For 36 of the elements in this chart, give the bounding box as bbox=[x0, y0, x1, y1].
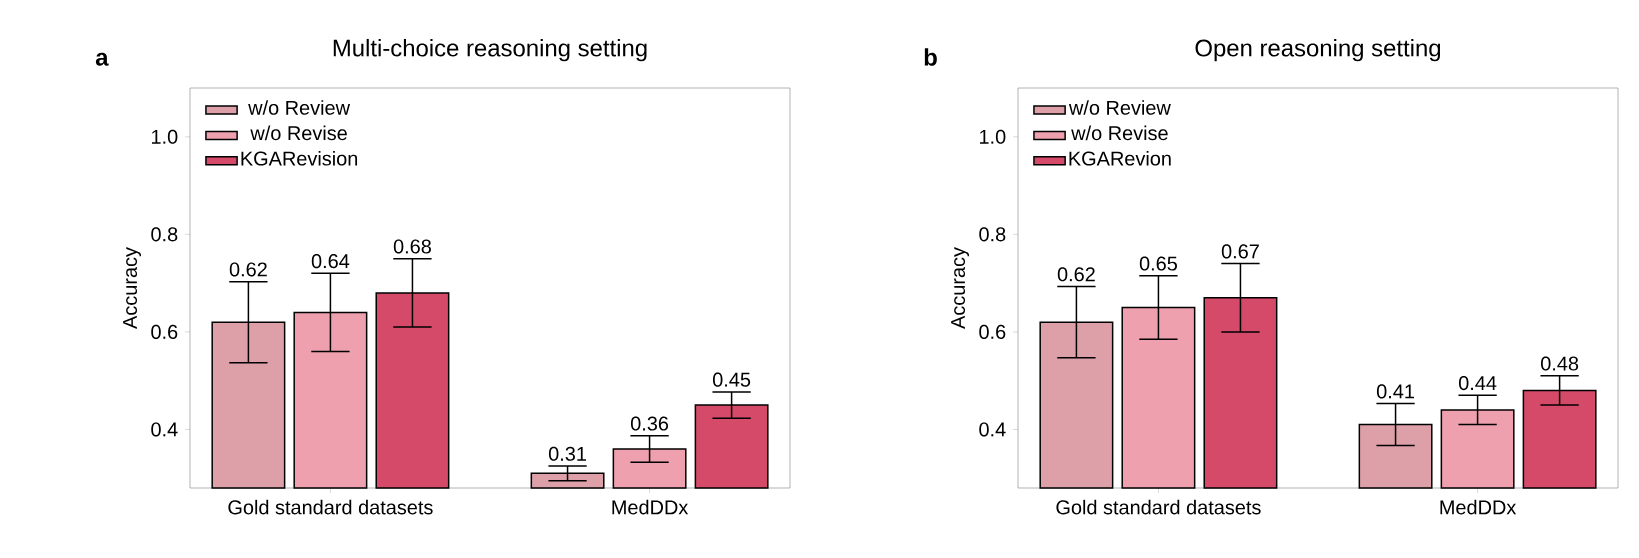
data-label: 0.31 bbox=[548, 446, 586, 461]
x-tick-label: Gold standard datasets bbox=[1056, 499, 1261, 515]
x-tick-label: MedDDx bbox=[1440, 499, 1517, 515]
data-label: 0.62 bbox=[229, 262, 267, 277]
text: a bbox=[95, 52, 109, 66]
data-label: 0.36 bbox=[630, 416, 669, 431]
legend-label: KGARevion bbox=[1069, 150, 1171, 166]
legend-label: KGARevision bbox=[241, 150, 358, 166]
x-tick-label: Gold standard datasets bbox=[228, 499, 433, 515]
data-label: 0.45 bbox=[712, 372, 751, 387]
y-tick-label: 0.6 bbox=[151, 324, 178, 339]
chart-title: Open reasoning setting bbox=[1195, 38, 1441, 62]
data-label: 0.64 bbox=[311, 254, 350, 269]
y-axis-title: Accuracy bbox=[123, 247, 141, 329]
text: b bbox=[924, 48, 937, 66]
y-axis-title: Accuracy bbox=[951, 247, 969, 329]
y-tick-label: 1.0 bbox=[151, 129, 178, 144]
legend-label: w/o Review bbox=[248, 100, 351, 115]
chart-title: Multi-choice reasoning setting bbox=[333, 38, 647, 62]
data-label: 0.68 bbox=[393, 239, 431, 254]
y-tick-label: 0.4 bbox=[151, 422, 178, 437]
x-tick-label: MedDDx bbox=[612, 499, 689, 515]
data-label: 0.41 bbox=[1376, 384, 1414, 399]
data-label: 0.44 bbox=[1458, 376, 1497, 391]
legend-label: w/o Review bbox=[1068, 100, 1171, 115]
y-tick-label: 0.8 bbox=[979, 227, 1006, 242]
legend-label: w/o Revise bbox=[250, 125, 347, 141]
data-label: 0.62 bbox=[1057, 267, 1095, 282]
y-tick-label: 1.0 bbox=[980, 129, 1006, 144]
y-tick-label: 0.8 bbox=[151, 227, 178, 242]
data-label: 0.65 bbox=[1139, 256, 1177, 271]
y-tick-label: 0.6 bbox=[979, 324, 1006, 339]
y-tick-label: 0.4 bbox=[979, 422, 1006, 437]
legend-label: w/o Revise bbox=[1071, 125, 1168, 141]
data-label: 0.48 bbox=[1541, 356, 1579, 371]
data-label: 0.67 bbox=[1221, 244, 1259, 259]
